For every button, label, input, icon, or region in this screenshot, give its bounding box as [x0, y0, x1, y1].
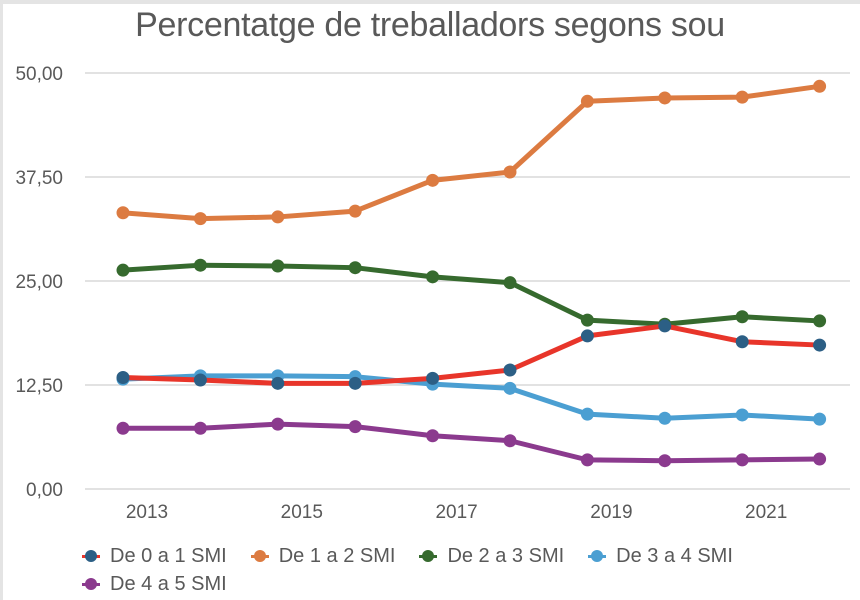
legend-marker-icon — [417, 549, 439, 563]
legend-label: De 1 a 2 SMI — [278, 544, 396, 567]
data-point — [503, 363, 517, 377]
series-de-2-a-3-smi — [116, 258, 827, 331]
x-tick-label: 2021 — [745, 502, 787, 523]
data-point — [735, 408, 749, 422]
data-point — [658, 91, 672, 105]
series-group — [116, 79, 827, 468]
data-point — [426, 371, 440, 385]
y-tick-label: 50,00 — [15, 64, 63, 85]
data-point — [426, 429, 440, 443]
data-point — [580, 453, 594, 467]
data-point — [580, 407, 594, 421]
data-point — [271, 259, 285, 273]
data-point — [658, 411, 672, 425]
data-point — [116, 421, 130, 435]
data-point — [735, 310, 749, 324]
legend-label: De 4 a 5 SMI — [110, 572, 227, 595]
x-tick-label: 2017 — [435, 502, 477, 523]
y-tick-label: 37,50 — [15, 168, 63, 189]
data-point — [193, 212, 207, 226]
series-line — [120, 373, 823, 422]
y-tick-label: 25,00 — [15, 272, 63, 293]
data-point — [735, 335, 749, 349]
data-point — [348, 376, 362, 390]
data-point — [116, 206, 130, 220]
legend-item: De 2 a 3 SMI — [417, 542, 564, 570]
legend-label: De 2 a 3 SMI — [447, 544, 565, 567]
data-point — [503, 381, 517, 395]
data-point — [813, 452, 827, 466]
data-point — [193, 373, 207, 387]
x-axis-ticks: 2013 2015 2017 2019 2021 — [126, 502, 787, 523]
data-point — [813, 338, 827, 352]
data-point — [735, 453, 749, 467]
data-point — [813, 314, 827, 328]
legend-item: De 3 a 4 SMI — [586, 542, 733, 570]
legend-marker-icon — [586, 549, 608, 563]
series-line — [120, 262, 823, 327]
data-point — [426, 270, 440, 284]
data-point — [735, 90, 749, 104]
data-point — [658, 319, 672, 333]
series-line — [120, 323, 823, 386]
series-line — [120, 421, 823, 464]
x-tick-label: 2019 — [590, 502, 632, 523]
chart-title: Percentatge de treballadors segons sou — [135, 6, 725, 44]
data-point — [580, 94, 594, 108]
data-point — [348, 420, 362, 434]
x-tick-label: 2015 — [281, 502, 323, 523]
legend-marker-icon — [249, 549, 271, 563]
data-point — [813, 79, 827, 93]
legend-marker-icon — [80, 549, 102, 563]
data-point — [271, 210, 285, 224]
series-de-4-a-5-smi — [116, 417, 827, 468]
data-point — [116, 263, 130, 277]
legend-item: De 1 a 2 SMI — [249, 542, 396, 570]
y-axis-ticks: 0,00 12,50 25,00 37,50 50,00 — [15, 64, 63, 501]
legend-marker-icon — [80, 577, 102, 591]
series-line — [120, 83, 823, 222]
data-point — [193, 258, 207, 272]
data-point — [813, 412, 827, 426]
legend-label: De 0 a 1 SMI — [110, 544, 227, 567]
legend-item: De 4 a 5 SMI — [80, 570, 227, 598]
data-point — [426, 173, 440, 187]
series-de-0-a-1-smi — [116, 319, 827, 390]
legend-item: De 0 a 1 SMI — [80, 542, 227, 570]
series-de-3-a-4-smi — [116, 369, 827, 426]
y-tick-label: 0,00 — [26, 480, 63, 501]
data-point — [271, 376, 285, 390]
data-point — [348, 204, 362, 218]
legend: De 0 a 1 SMI De 1 a 2 SMI De 2 a 3 SMI De 3… — [80, 542, 840, 598]
data-point — [503, 276, 517, 290]
legend-label: De 3 a 4 SMI — [616, 544, 733, 567]
data-point — [580, 313, 594, 327]
series-de-1-a-2-smi — [116, 79, 827, 226]
x-tick-label: 2013 — [126, 502, 168, 523]
data-point — [193, 421, 207, 435]
data-point — [348, 261, 362, 275]
data-point — [503, 434, 517, 448]
data-point — [580, 329, 594, 343]
data-point — [503, 165, 517, 179]
y-tick-label: 12,50 — [15, 376, 63, 397]
data-point — [116, 371, 130, 385]
data-point — [658, 454, 672, 468]
data-point — [271, 417, 285, 431]
